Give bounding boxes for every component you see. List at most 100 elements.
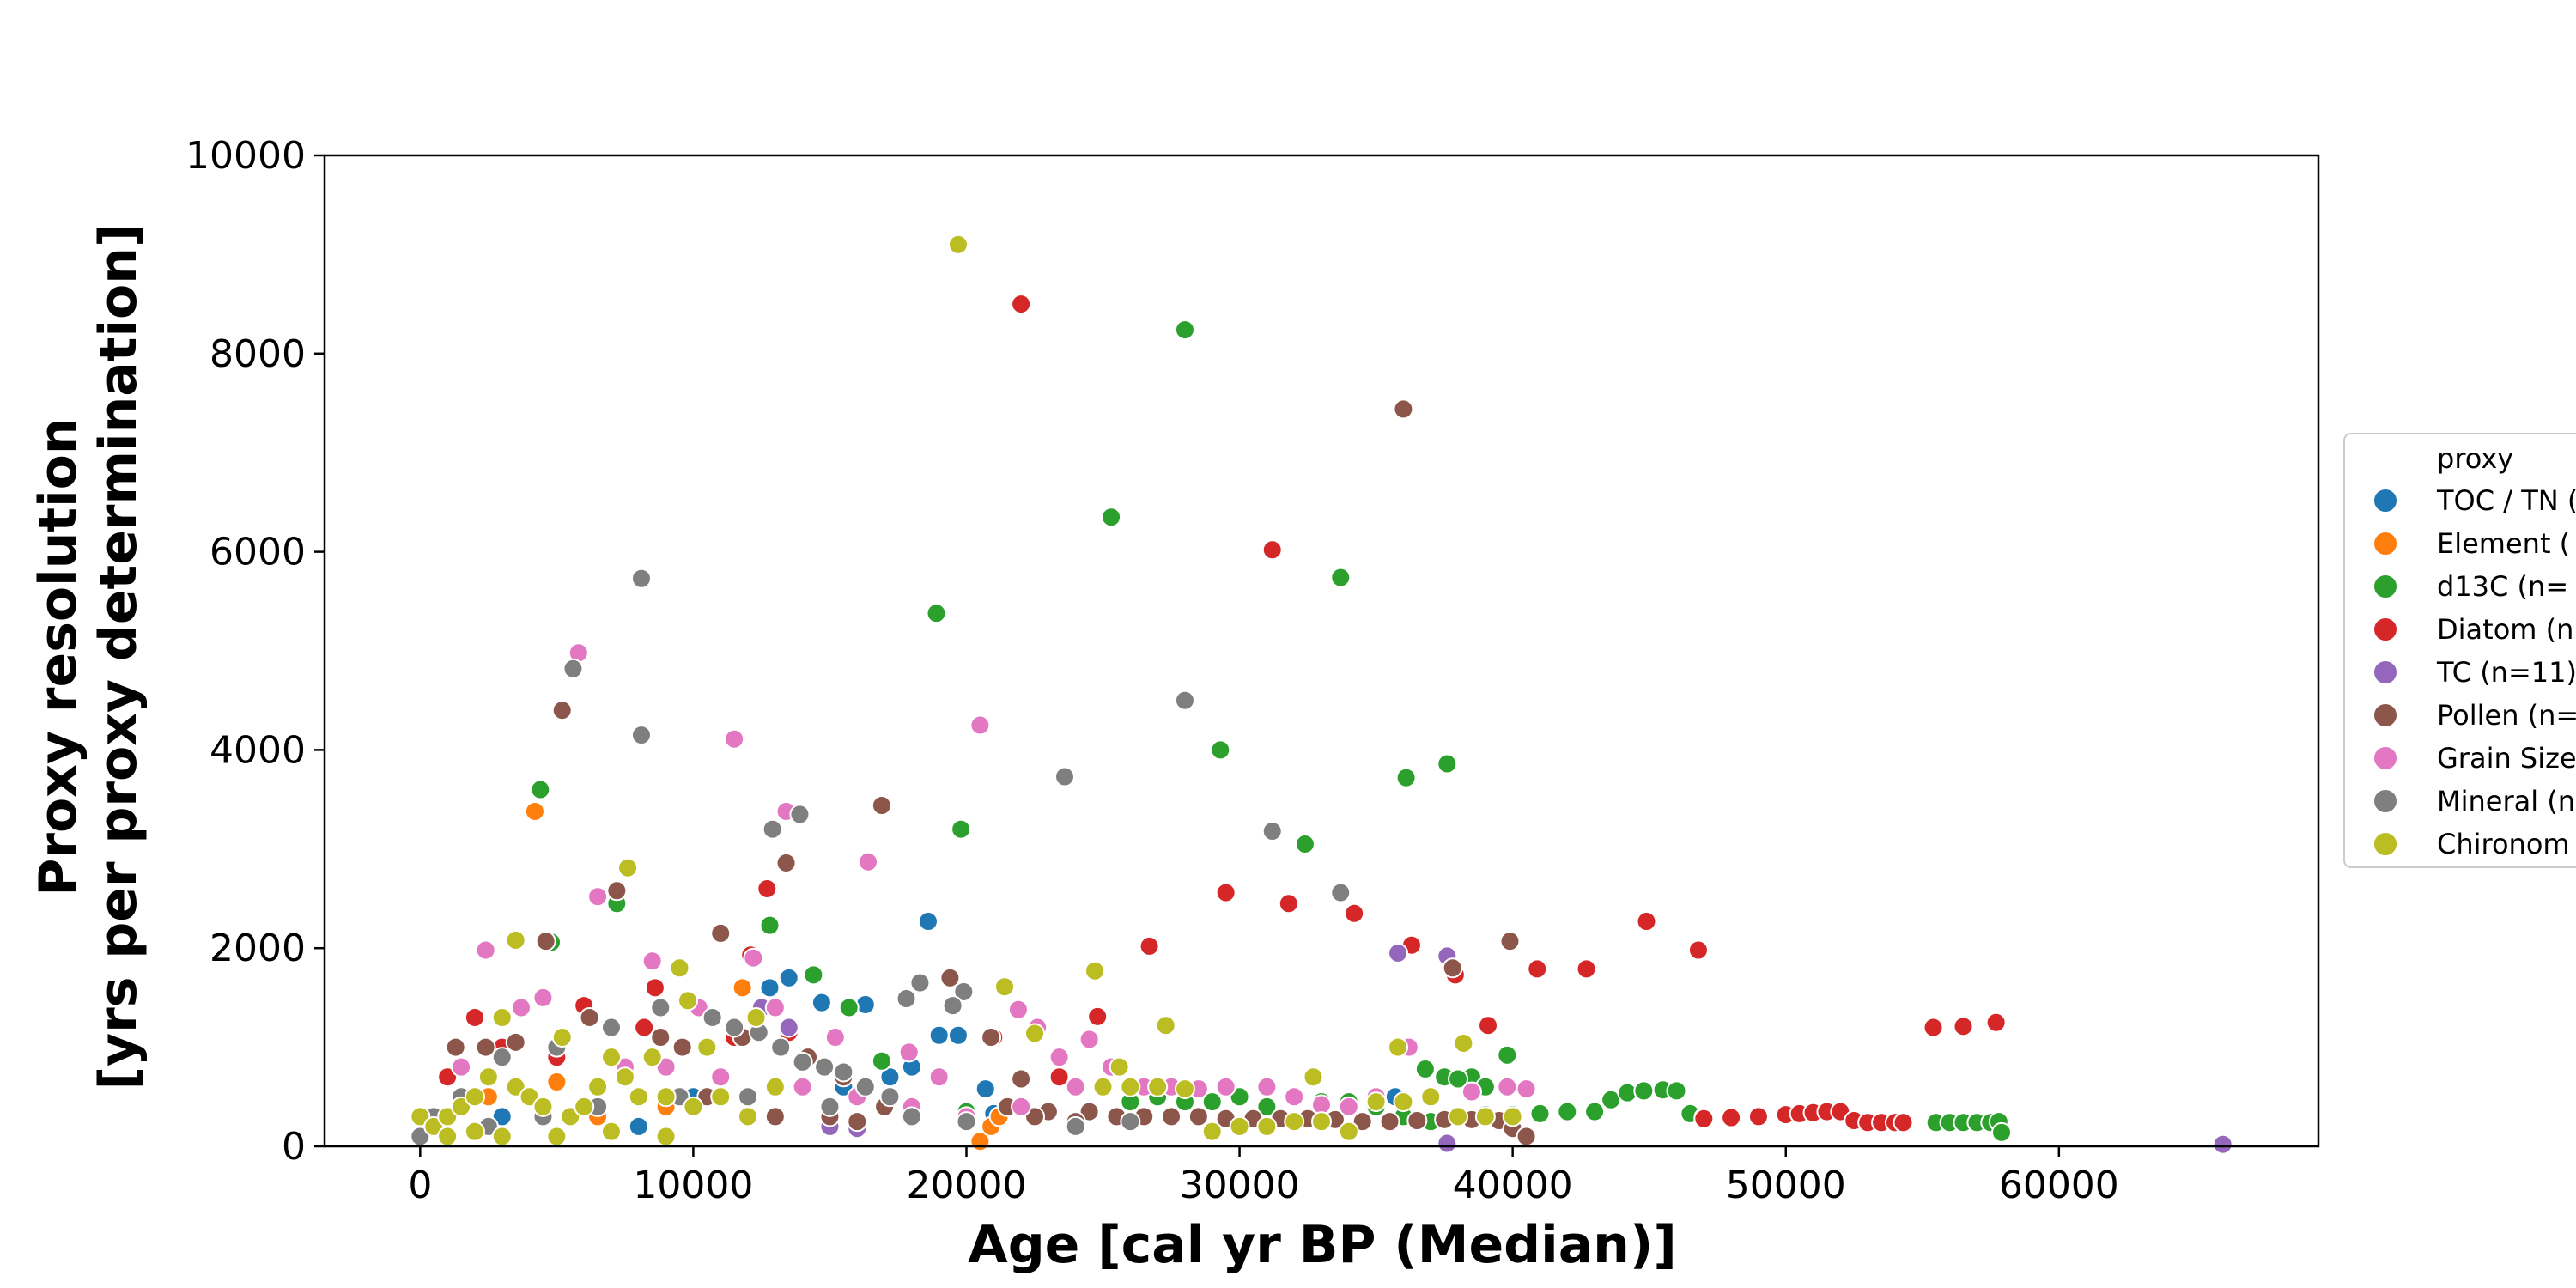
x-axis-label: Age [cal yr BP (Median)]	[968, 1215, 1676, 1275]
data-point	[792, 1051, 813, 1072]
data-point	[600, 1047, 622, 1068]
data-point	[1174, 319, 1195, 341]
data-point	[641, 1047, 663, 1068]
data-point	[546, 1071, 568, 1092]
data-point	[947, 1024, 969, 1046]
data-point	[1527, 958, 1548, 980]
data-point	[1474, 1106, 1496, 1127]
data-point	[491, 1106, 513, 1127]
x-tick-label: 30000	[1180, 1163, 1300, 1207]
legend-entries: TOC / TN (Element (d13C (n= Diatom (n TC (…	[2372, 484, 2576, 860]
data-point	[1395, 767, 1417, 788]
x-tick-label: 60000	[1999, 1163, 2119, 1207]
data-point	[475, 1036, 496, 1058]
data-point	[1437, 753, 1458, 775]
data-point	[655, 1126, 677, 1147]
data-point	[896, 988, 917, 1010]
legend-marker	[2372, 745, 2398, 771]
data-point	[951, 818, 972, 840]
data-point	[1693, 1108, 1715, 1129]
data-point	[975, 1078, 996, 1100]
data-point	[423, 1115, 445, 1137]
data-point	[1092, 1076, 1114, 1097]
data-point	[1499, 931, 1521, 952]
data-point	[1011, 294, 1032, 315]
data-point	[947, 234, 969, 255]
data-point	[814, 1056, 835, 1078]
data-point	[871, 795, 892, 817]
data-point	[614, 1066, 635, 1088]
data-point	[778, 967, 799, 988]
data-point	[1303, 1066, 1324, 1088]
data-point	[764, 1106, 786, 1127]
data-point	[1953, 1016, 1974, 1037]
data-point	[628, 1086, 649, 1108]
data-point	[535, 931, 556, 952]
data-point	[1991, 1121, 2013, 1143]
data-point	[1393, 1091, 1414, 1113]
data-point	[756, 878, 778, 899]
data-point	[738, 1106, 759, 1127]
data-point	[1379, 1111, 1400, 1133]
y-tick-label: 6000	[210, 531, 306, 574]
data-point	[1054, 766, 1076, 787]
data-point	[1311, 1111, 1332, 1133]
data-point	[857, 851, 878, 872]
data-point	[1174, 1078, 1195, 1100]
data-point	[464, 1121, 485, 1142]
data-point	[1229, 1115, 1250, 1137]
legend-marker	[2372, 831, 2398, 857]
data-point	[600, 1121, 622, 1142]
x-tick-label: 40000	[1453, 1163, 1573, 1207]
data-point	[833, 1061, 854, 1083]
data-point	[475, 939, 496, 961]
data-point	[1516, 1126, 1537, 1147]
data-point	[641, 951, 663, 972]
data-point	[792, 1076, 813, 1097]
y-axis-label-line-2: [yrs per proxy determination]	[88, 224, 149, 1091]
data-point	[724, 728, 745, 750]
data-point	[650, 1027, 671, 1048]
data-point	[1084, 960, 1105, 981]
x-tick-label: 0	[408, 1163, 432, 1207]
y-tick-label: 2000	[210, 927, 306, 970]
data-point	[1414, 1058, 1436, 1079]
data-point	[579, 1006, 600, 1028]
data-point	[1666, 1080, 1687, 1102]
data-point	[1024, 1023, 1046, 1044]
data-point	[2212, 1133, 2233, 1155]
data-point	[1065, 1076, 1086, 1097]
y-tick-label: 4000	[210, 728, 306, 772]
data-point	[764, 1076, 786, 1097]
data-point	[732, 977, 753, 999]
data-point	[562, 658, 584, 679]
data-point	[1344, 902, 1365, 924]
data-point	[1516, 1078, 1537, 1100]
data-point	[1584, 1101, 1606, 1122]
y-axis-ticks: 0 2000 4000 6000 8000 10000	[185, 134, 325, 1169]
data-point	[630, 725, 652, 746]
data-point	[1120, 1111, 1141, 1133]
data-point	[898, 1042, 920, 1063]
data-point	[1161, 1106, 1182, 1127]
series-3-points	[437, 294, 2007, 1133]
data-point	[1201, 1091, 1223, 1113]
data-point	[1109, 1056, 1130, 1078]
data-point	[1261, 539, 1283, 561]
data-point	[710, 1086, 732, 1108]
data-point	[770, 1036, 792, 1058]
data-point	[491, 1047, 513, 1068]
data-point	[437, 1106, 459, 1127]
legend-label: Mineral (n	[2437, 785, 2575, 817]
data-point	[1338, 1121, 1359, 1142]
data-point	[1406, 1109, 1428, 1131]
y-tick-label: 0	[282, 1125, 306, 1169]
data-point	[437, 1066, 459, 1088]
data-point	[650, 997, 671, 1018]
data-point	[505, 929, 526, 951]
legend-marker	[2372, 488, 2398, 513]
data-point	[696, 1036, 718, 1058]
data-point	[819, 1096, 841, 1117]
data-point	[530, 779, 551, 800]
data-point	[1497, 1076, 1518, 1097]
